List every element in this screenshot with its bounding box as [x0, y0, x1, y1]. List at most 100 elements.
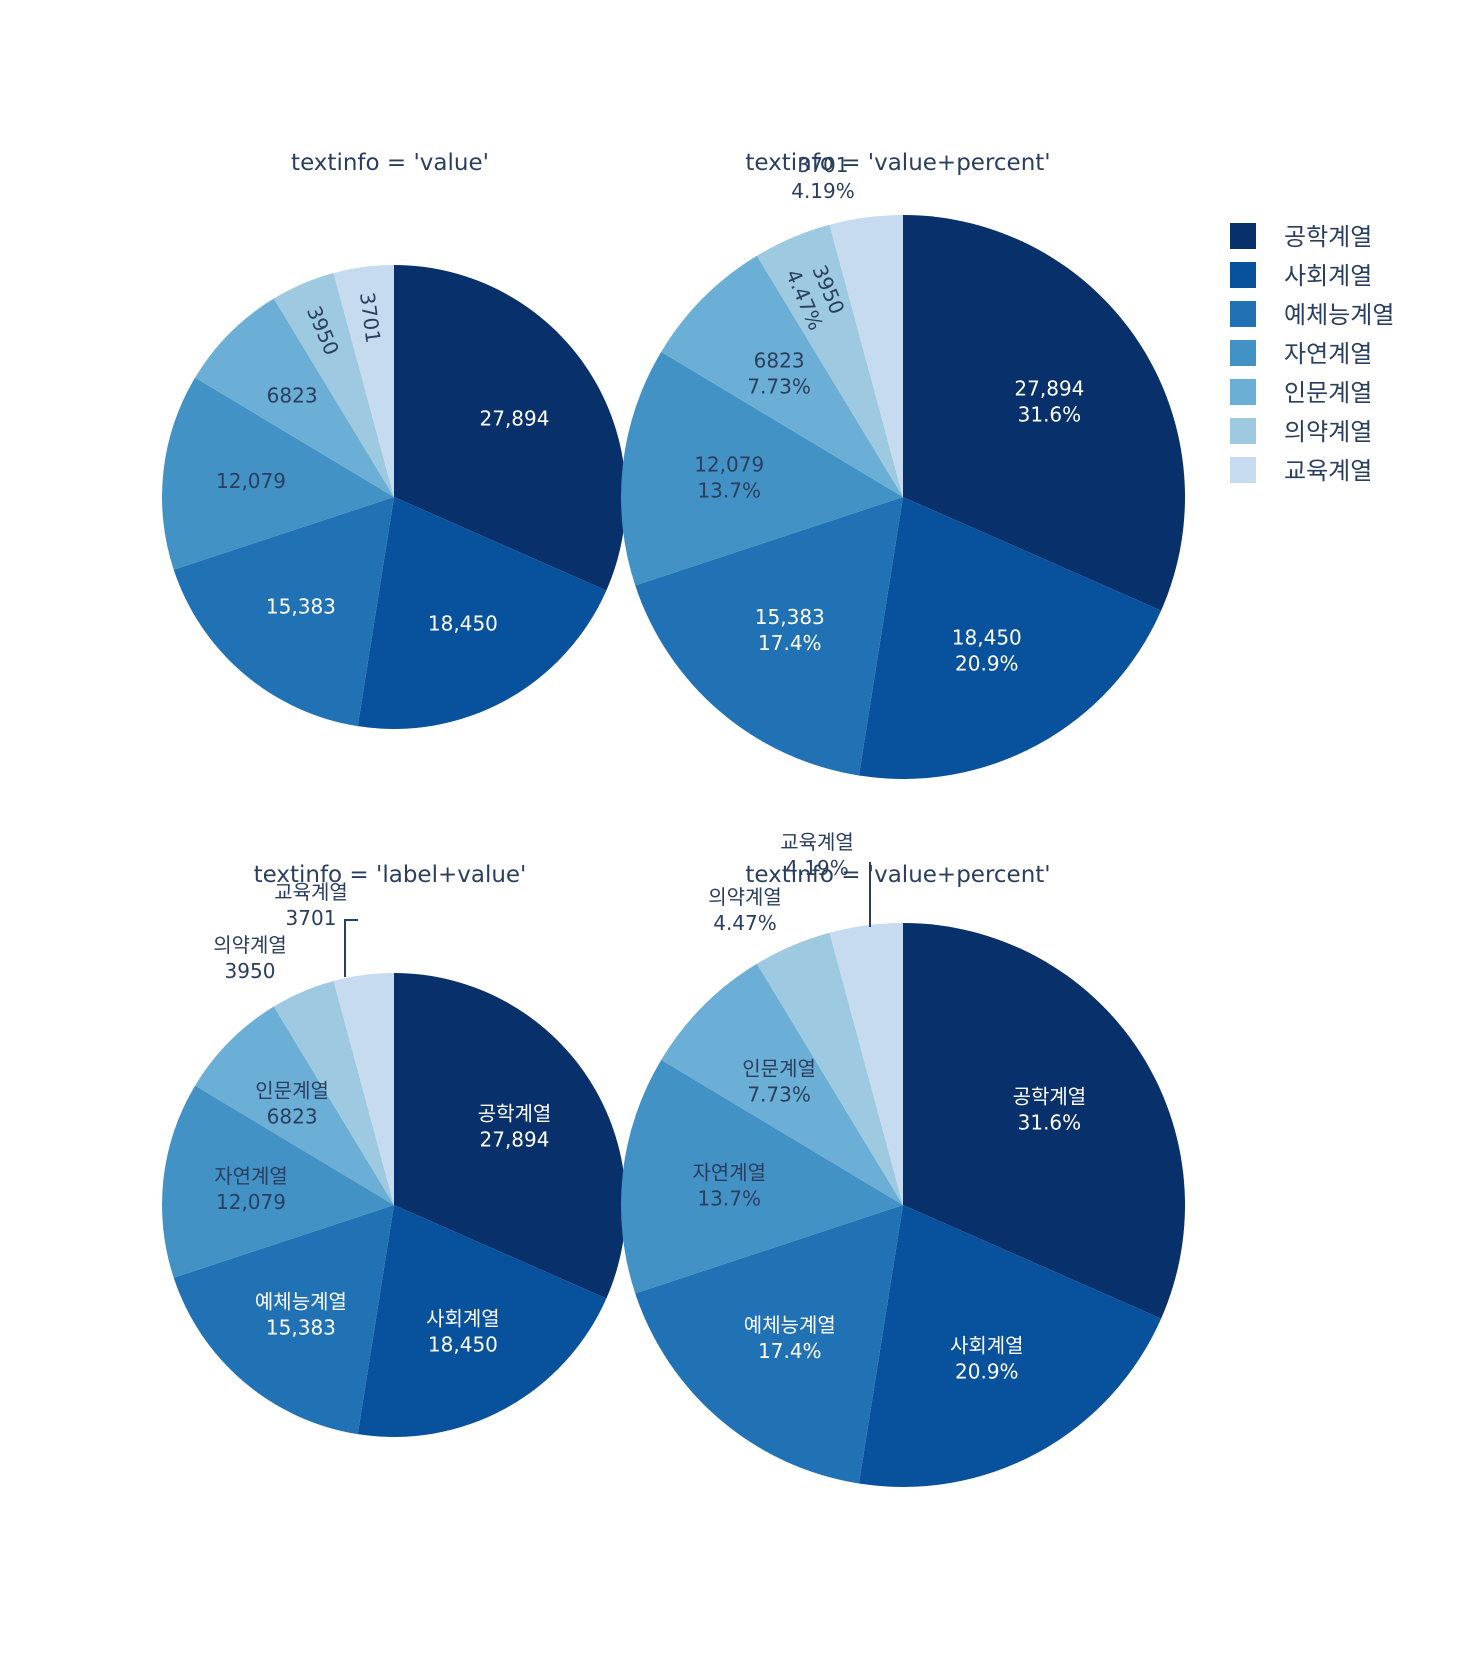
pie-slice-0[interactable] — [394, 973, 626, 1299]
pie-slice-0[interactable] — [903, 215, 1186, 611]
pie-slice-4[interactable] — [661, 255, 903, 497]
legend-label-6[interactable]: 교육계열 — [1284, 457, 1372, 485]
legend-swatch-6[interactable] — [1230, 457, 1256, 483]
slice-label-line: 20.9% — [955, 652, 1019, 676]
legend-label-3[interactable]: 자연계열 — [1284, 340, 1372, 368]
pie-title: textinfo = 'label+value' — [254, 862, 527, 888]
slice-label-4: 6823 7.73% — [747, 349, 811, 399]
slice-label-3: 자연계열 12,079 — [214, 1164, 288, 1214]
legend-swatch-1[interactable] — [1230, 262, 1256, 288]
slice-label-line: 3701 — [798, 153, 849, 177]
slice-label-line: 31.6% — [1018, 1111, 1082, 1135]
slice-label-1: 사회계열 18,450 — [426, 1306, 500, 1356]
pie-chart-label-percent: textinfo = 'value+percent' 공학계열 31.6% 사회계열… — [620, 830, 1185, 1488]
slice-label-2: 예체능계열 17.4% — [744, 1313, 836, 1363]
legend-label-1[interactable]: 사회계열 — [1284, 262, 1372, 290]
slice-label-0: 27,894 31.6% — [1014, 377, 1084, 427]
slice-label-line: 4.19% — [791, 179, 855, 203]
pie-slice-5[interactable] — [756, 932, 903, 1205]
pie-slice-6[interactable] — [333, 973, 394, 1205]
legend-swatch-3[interactable] — [1230, 340, 1256, 366]
slice-label-line: 예체능계열 — [744, 1313, 836, 1337]
slice-label-line: 12,079 — [694, 453, 764, 477]
slice-label-line: 공학계열 — [1013, 1085, 1087, 1109]
slice-label-line: 12,079 — [216, 1190, 286, 1214]
pie-slice-2[interactable] — [635, 1205, 903, 1484]
slice-label-line: 자연계열 — [692, 1161, 766, 1185]
slice-label-1: 18,450 — [428, 611, 498, 635]
slice-label-line: 13.7% — [697, 479, 761, 503]
slice-label-line: 17.4% — [758, 631, 822, 655]
pie-slice-4[interactable] — [195, 298, 394, 497]
pie-slice-1[interactable] — [858, 1205, 1162, 1488]
slice-label-line: 31.6% — [1018, 403, 1082, 427]
slice-label-line: 17.4% — [758, 1339, 822, 1363]
slice-label-line: 18,450 — [428, 611, 498, 635]
legend-swatch-5[interactable] — [1230, 418, 1256, 444]
pie-slice-1[interactable] — [858, 497, 1162, 780]
slice-label-line: 27,894 — [480, 1127, 550, 1151]
slice-label-6: 3701 4.19% — [791, 153, 855, 203]
slice-label-line: 27,894 — [480, 406, 550, 430]
pie-slice-1[interactable] — [357, 1205, 607, 1437]
legend-label-2[interactable]: 예체능계열 — [1284, 301, 1394, 329]
slice-label-line: 예체능계열 — [255, 1290, 347, 1314]
slice-label-line: 7.73% — [747, 375, 811, 399]
pie-chart-value-percent: textinfo = 'value+percent' 27,894 31.6% 18… — [620, 150, 1186, 780]
legend-swatch-2[interactable] — [1230, 301, 1256, 327]
pie-slice-5[interactable] — [273, 273, 394, 497]
slice-label-4: 인문계열 7.73% — [742, 1057, 816, 1107]
legend-swatch-4[interactable] — [1230, 379, 1256, 405]
slice-label-line: 6823 — [267, 384, 318, 408]
slice-label-line: 공학계열 — [478, 1101, 552, 1125]
slice-label-line: 교육계열 — [780, 830, 854, 854]
pie-slice-2[interactable] — [173, 497, 394, 727]
legend-swatch-0[interactable] — [1230, 223, 1256, 249]
slice-label-line: 15,383 — [266, 595, 336, 619]
pie-slice-6[interactable] — [829, 923, 903, 1205]
slice-label-line: 7.73% — [747, 1083, 811, 1107]
pie-slice-3[interactable] — [620, 351, 903, 586]
slice-label-line: 6823 — [267, 1105, 318, 1129]
slice-label-4: 인문계열 6823 — [255, 1079, 329, 1129]
slice-label-line: 27,894 — [1014, 377, 1084, 401]
slice-label-line: 20.9% — [955, 1360, 1019, 1384]
pie-title: textinfo = 'value+percent' — [745, 862, 1050, 888]
slice-label-line: 의약계열 — [213, 933, 287, 957]
slice-label-5: 의약계열 4.47% — [708, 885, 782, 935]
slice-label-line: 4.19% — [785, 856, 849, 880]
legend-label-5[interactable]: 의약계열 — [1284, 418, 1372, 446]
pie-slice-2[interactable] — [635, 497, 903, 776]
pie-title: textinfo = 'value+percent' — [745, 150, 1050, 176]
pie-slice-2[interactable] — [173, 1205, 394, 1435]
pie-slice-4[interactable] — [661, 963, 903, 1205]
pie-slice-6[interactable] — [829, 215, 903, 497]
pie-slice-5[interactable] — [273, 981, 394, 1205]
slice-label-3: 자연계열 13.7% — [692, 1161, 766, 1211]
slice-label-line: 사회계열 — [426, 1306, 500, 1330]
pie-slice-3[interactable] — [162, 1085, 394, 1278]
slice-label-1: 사회계열 20.9% — [950, 1334, 1024, 1384]
slice-label-4: 6823 — [267, 384, 318, 408]
pie-slice-3[interactable] — [162, 377, 394, 570]
slice-label-1: 18,450 20.9% — [952, 626, 1022, 676]
slice-label-line: 자연계열 — [214, 1164, 288, 1188]
pie-slice-6[interactable] — [333, 265, 394, 497]
pie-slice-3[interactable] — [620, 1059, 903, 1294]
pie-slice-1[interactable] — [357, 497, 607, 729]
pie-slice-0[interactable] — [903, 923, 1185, 1319]
pie-title: textinfo = 'value' — [291, 150, 489, 176]
pie-slice-5[interactable] — [756, 224, 903, 498]
legend-label-4[interactable]: 인문계열 — [1284, 379, 1372, 407]
pie-slice-0[interactable] — [394, 265, 626, 591]
slice-label-line: 인문계열 — [742, 1057, 816, 1081]
legend-label-0[interactable]: 공학계열 — [1284, 223, 1372, 251]
slice-label-2: 예체능계열 15,383 — [255, 1290, 347, 1340]
slice-label-line: 사회계열 — [950, 1334, 1024, 1358]
slice-label-2: 15,383 17.4% — [755, 605, 825, 655]
slice-label-line: 인문계열 — [255, 1079, 329, 1103]
slice-label-line: 15,383 — [266, 1316, 336, 1340]
pie-slice-4[interactable] — [195, 1006, 394, 1205]
